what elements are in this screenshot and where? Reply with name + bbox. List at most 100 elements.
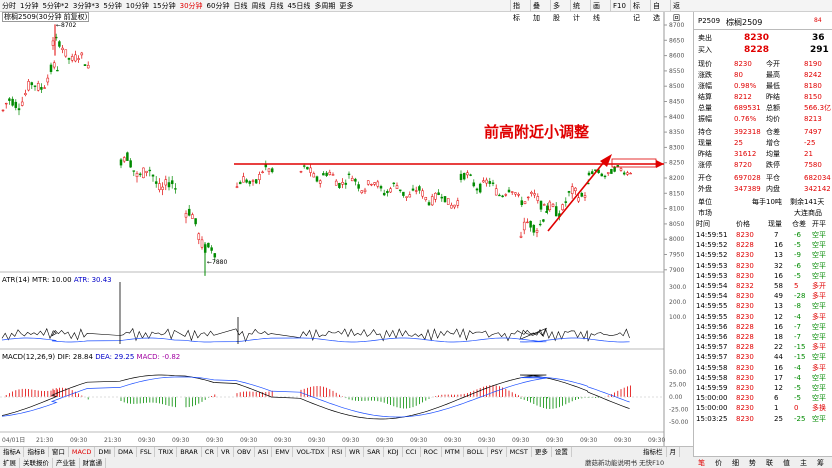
x-date-label: 09:30 xyxy=(546,437,563,444)
period-tab-7[interactable]: 30分钟 xyxy=(179,2,203,10)
tool-button-7[interactable]: 自选 xyxy=(650,0,662,22)
candle-body xyxy=(376,181,380,187)
indicator-tab-0[interactable]: 指标A xyxy=(0,447,25,457)
tool-button-4[interactable]: 画线 xyxy=(590,0,602,22)
stat-label: 最高 xyxy=(766,71,780,79)
panel-tab-6[interactable]: 主 xyxy=(800,459,807,467)
period-tab-10[interactable]: 周线 xyxy=(251,2,266,10)
panel-tab-1[interactable]: 价 xyxy=(715,459,722,467)
chart-title-text: 棕榈2509(30分钟 前复权) xyxy=(2,12,90,22)
indicator-tab-7[interactable]: TRIX xyxy=(155,447,178,457)
period-tab-5[interactable]: 10分钟 xyxy=(125,2,149,10)
trade-type: 多换 xyxy=(812,404,826,413)
tool-button-8[interactable]: 返回 xyxy=(670,0,682,22)
indicator-tab-14[interactable]: VOL-TDX xyxy=(293,447,329,457)
x-date-label: 09:30 xyxy=(580,437,597,444)
period-tab-0[interactable]: 分时 xyxy=(2,2,16,10)
indicator-tab-6[interactable]: FSL xyxy=(137,447,156,457)
indicator-tab-25[interactable]: 更多 xyxy=(532,447,552,457)
extra-tab-2[interactable]: 产业链 xyxy=(53,458,80,468)
trade-type: 多平 xyxy=(812,292,826,301)
macd-tick-label: 0.00 xyxy=(669,394,683,401)
trade-price: 8230 xyxy=(736,292,754,301)
indicator-tab-18[interactable]: KDJ xyxy=(384,447,403,457)
panel-tab-3[interactable]: 势 xyxy=(749,459,756,467)
indicator-tab-17[interactable]: SAR xyxy=(364,447,385,457)
panel-tab-4[interactable]: 联 xyxy=(766,459,773,467)
candle-body xyxy=(119,159,123,166)
candle-body xyxy=(587,172,591,176)
indicator-tab-13[interactable]: EMV xyxy=(272,447,294,457)
indicator-tab-15[interactable]: RSI xyxy=(329,447,347,457)
indicator-bar-tab-0[interactable]: 指标栏 xyxy=(640,447,667,457)
tool-button-0[interactable]: 指标 xyxy=(510,0,522,22)
tool-button-6[interactable]: 标记 xyxy=(630,0,642,22)
indicator-tab-11[interactable]: OBV xyxy=(234,447,255,457)
extra-tab-3[interactable]: 财富通 xyxy=(80,458,106,468)
x-date-label: 09:30 xyxy=(478,437,495,444)
trade-vol: 12 xyxy=(774,384,783,392)
arrow-head xyxy=(656,160,664,168)
indicator-tab-4[interactable]: DMI xyxy=(95,447,115,457)
period-tab-13[interactable]: 多周期 xyxy=(314,2,336,10)
candle-body xyxy=(80,52,84,56)
tool-button-1[interactable]: 叠加 xyxy=(530,0,542,22)
x-date-label: 09:30 xyxy=(308,437,325,444)
indicator-tab-1[interactable]: 指标B xyxy=(24,447,49,457)
trade-header-0: 时间 xyxy=(696,220,710,228)
period-tab-4[interactable]: 5分钟 xyxy=(103,2,122,10)
stat-label: 仓差 xyxy=(766,128,780,136)
indicator-tab-22[interactable]: BOLL xyxy=(464,447,488,457)
extra-tab-0[interactable]: 扩展 xyxy=(0,458,20,468)
indicator-tab-2[interactable]: 窗口 xyxy=(49,447,69,457)
indicator-tab-16[interactable]: WR xyxy=(346,447,365,457)
period-tab-1[interactable]: 1分钟 xyxy=(20,2,39,10)
period-tab-12[interactable]: 45日线 xyxy=(287,2,311,10)
period-tab-3[interactable]: 3分钟*3 xyxy=(72,2,100,10)
indicator-tab-19[interactable]: CCI xyxy=(403,447,421,457)
candle-body xyxy=(542,204,546,206)
trade-row: 14:59:54 8230 49 -28 多平 xyxy=(694,291,832,301)
stat-label: 跌停 xyxy=(766,161,780,169)
panel-tab-7[interactable]: 筹 xyxy=(817,459,824,467)
indicator-tab-23[interactable]: PSY xyxy=(488,447,507,457)
candle-body xyxy=(187,208,191,216)
tool-button-3[interactable]: 统计 xyxy=(570,0,582,22)
dea-line xyxy=(1,376,630,418)
indicator-tab-8[interactable]: BRAR xyxy=(177,447,202,457)
indicator-tab-26[interactable]: 设置 xyxy=(552,447,572,457)
indicator-tab-24[interactable]: MCST xyxy=(507,447,532,457)
period-tab-8[interactable]: 60分钟 xyxy=(206,2,230,10)
period-tab-2[interactable]: 5分钟*2 xyxy=(42,2,69,10)
candle-body xyxy=(360,190,364,193)
indicator-tab-12[interactable]: ASI xyxy=(255,447,273,457)
candle-body xyxy=(309,167,312,173)
period-tab-9[interactable]: 日线 xyxy=(233,2,248,10)
chart-canvas[interactable]: 8700 8650 8600 8550 8500 8450 8400 8350 8300 8250… xyxy=(0,12,693,446)
indicator-tab-5[interactable]: DMA xyxy=(115,447,137,457)
candle-body xyxy=(267,168,271,172)
indicator-bar-tab-1[interactable]: 月 xyxy=(667,447,680,457)
stat-value: 342142 xyxy=(804,185,831,193)
period-tab-14[interactable]: 更多 xyxy=(339,2,354,10)
candle-body xyxy=(580,192,584,197)
candle-body xyxy=(427,202,431,206)
indicator-tab-21[interactable]: MTM xyxy=(442,447,464,457)
indicator-tab-10[interactable]: VR xyxy=(218,447,234,457)
indicator-tab-3[interactable]: MACD xyxy=(69,447,96,457)
panel-tab-0[interactable]: 笔 xyxy=(698,459,705,467)
trade-row: 14:59:58 8230 16 -4 多平 xyxy=(694,363,832,373)
panel-tab-5[interactable]: 值 xyxy=(783,459,790,467)
x-date-label: 09:30 xyxy=(444,437,461,444)
indicator-tab-9[interactable]: CR xyxy=(202,447,218,457)
panel-tab-2[interactable]: 细 xyxy=(732,459,739,467)
tool-button-2[interactable]: 多股 xyxy=(550,0,562,22)
tool-button-5[interactable]: F10 xyxy=(610,0,628,12)
extra-tab-1[interactable]: 关联报价 xyxy=(20,458,53,468)
period-tab-11[interactable]: 月线 xyxy=(269,2,284,10)
low-label-value: 7880 xyxy=(212,259,228,266)
candle-body xyxy=(491,182,495,184)
period-tab-6[interactable]: 15分钟 xyxy=(152,2,176,10)
indicator-tab-20[interactable]: ROC xyxy=(421,447,442,457)
candle-body xyxy=(322,173,325,176)
